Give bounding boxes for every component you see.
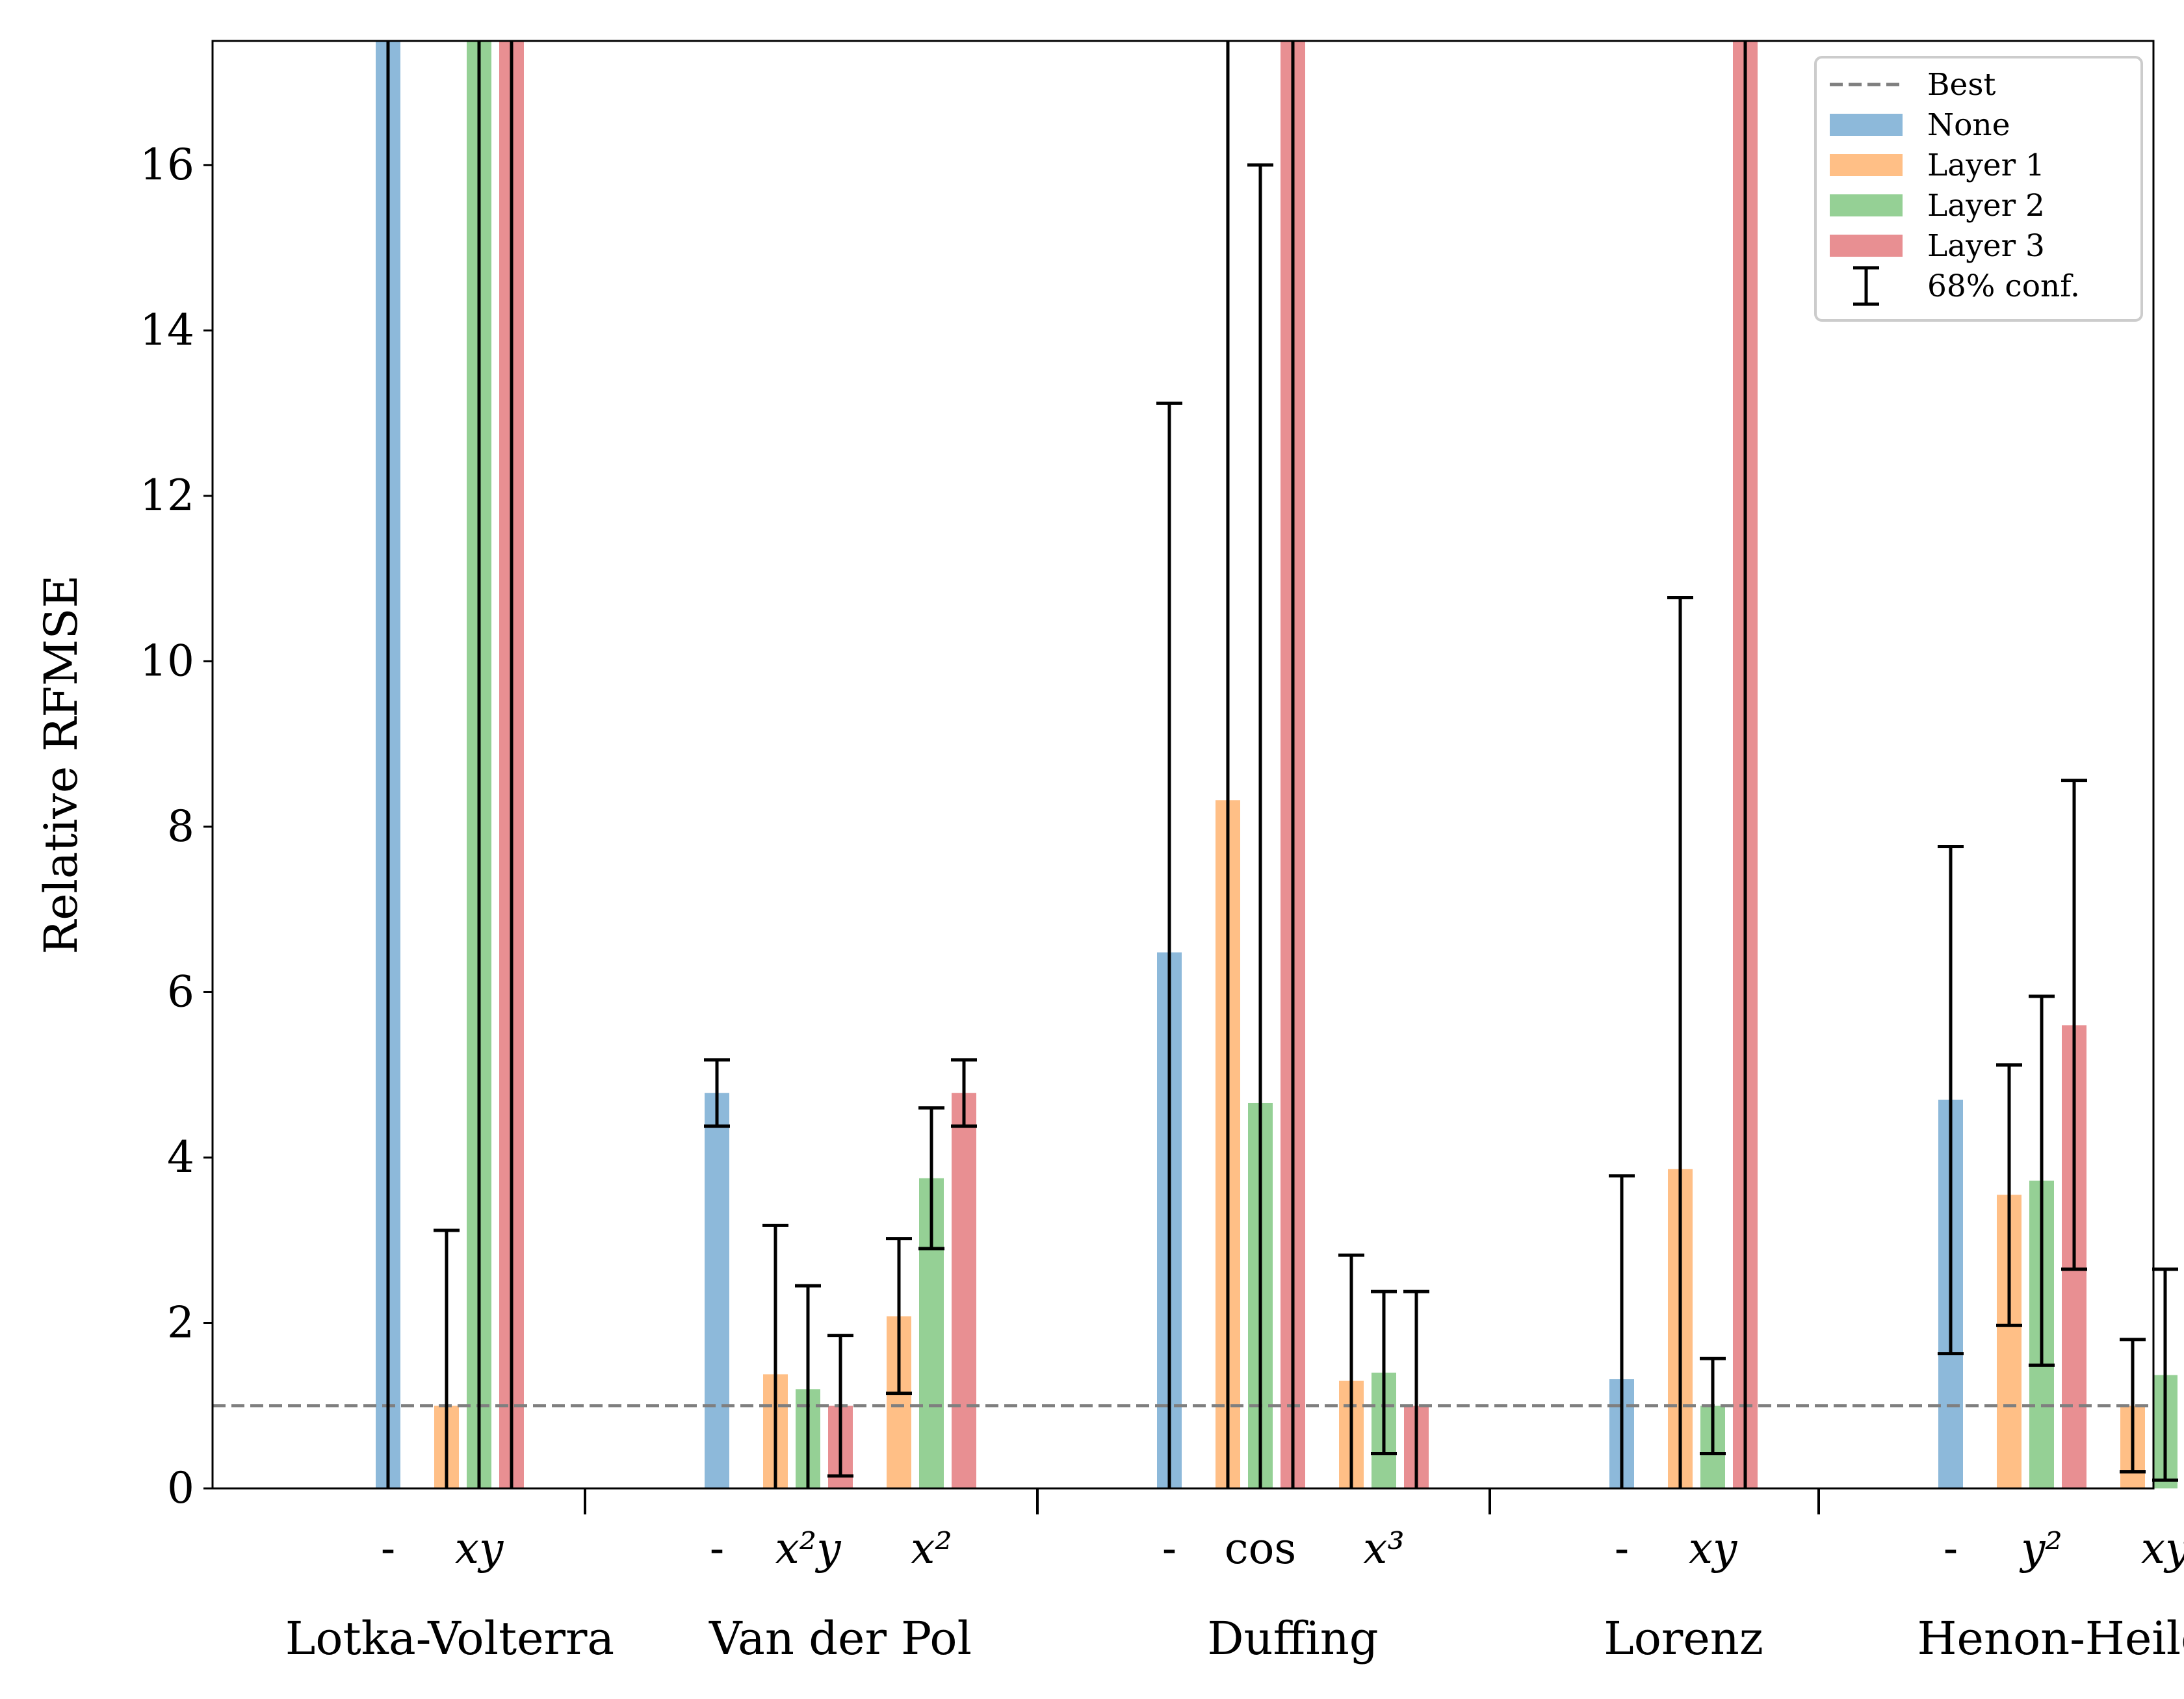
legend-swatch [1830,114,1903,136]
x-subgroup-label: x²y [775,1524,842,1574]
x-subgroup-label: - [381,1524,395,1574]
y-tick-label: 2 [167,1297,194,1347]
legend-label: Layer 3 [1927,228,2045,264]
legend-entry: 68% conf. [1853,266,2080,306]
legend-swatch [1830,194,1903,216]
labels-layer: -xy-x²yx²-cosx³-xy-y²xyLotka-VolterraVan… [34,575,2184,1666]
legend-entry: Layer 2 [1830,188,2045,224]
bar-van-der-pol-layer-3 [952,1093,976,1488]
plot-frame [211,40,2155,1490]
legend-label: 68% conf. [1927,268,2080,304]
x-subgroup-label: y² [2019,1524,2062,1574]
x-subgroup-label: - [1944,1524,1958,1574]
x-subgroup-label: - [1162,1524,1176,1574]
y-axis-label: Relative RFMSE [34,575,88,955]
axes-layer [211,40,2155,1490]
y-tick-label: 14 [140,305,194,355]
x-group-label: Lorenz [1604,1612,1763,1665]
x-subgroup-label: cos [1225,1524,1297,1574]
legend-entry: Best [1830,67,1996,103]
x-group-label: Henon-Heiles [1917,1612,2184,1665]
x-subgroup-label: - [1615,1524,1629,1574]
x-group-label: Van der Pol [708,1612,972,1665]
x-subgroup-label: xy [1689,1524,1737,1574]
y-tick-label: 8 [167,801,194,851]
error-bars-layer [386,41,2178,1488]
x-subgroup-label: xy [2141,1524,2184,1574]
legend-label: Layer 2 [1927,188,2045,224]
bar-van-der-pol-none [705,1093,729,1488]
legend: Best None Layer 1 Layer 2 Layer 3 68% conf. [1814,56,2143,322]
legend-swatch [1830,235,1903,257]
x-subgroup-label: x² [911,1524,952,1574]
y-tick-label: 6 [167,966,194,1017]
ticks-layer: 0 2 4 6 8 10 12 14 16 [140,140,1820,1514]
legend-swatch [1830,154,1903,176]
y-tick-label: 0 [167,1463,194,1513]
x-subgroup-label: - [710,1524,724,1574]
y-tick-label: 10 [140,636,194,686]
x-subgroup-label: x³ [1363,1524,1405,1574]
legend-entry: Layer 1 [1830,148,2045,183]
legend-entry: Layer 3 [1830,228,2045,264]
x-group-label: Duffing [1207,1612,1378,1665]
x-subgroup-label: xy [455,1524,504,1574]
y-tick-label: 4 [167,1132,194,1182]
y-tick-label: 12 [140,471,194,521]
y-tick-label: 16 [140,140,194,190]
legend-label: Best [1927,67,1996,103]
legend-entry: None [1830,107,2010,143]
legend-label: Layer 1 [1927,148,2045,183]
legend-label: None [1927,107,2010,143]
x-group-label: Lotka-Volterra [285,1612,614,1665]
